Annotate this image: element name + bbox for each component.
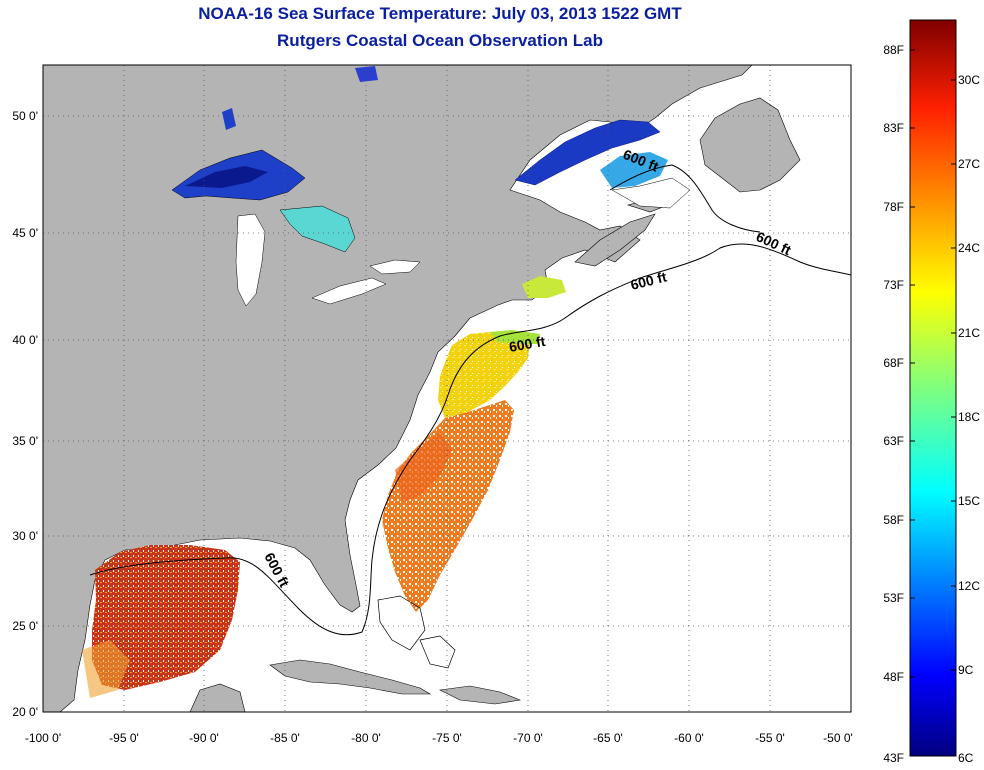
colorbar-c-label: 12C [958, 579, 980, 593]
colorbar-c-label: 15C [958, 494, 980, 508]
lon-tick-label: -75 0' [432, 731, 462, 745]
lon-tick-label: -100 0' [25, 731, 61, 745]
contour-label-4: 600 ft [508, 333, 547, 355]
map-subtitle: Rutgers Coastal Ocean Observation Lab [277, 31, 603, 50]
gulf-of-mexico-sst [92, 545, 240, 690]
colorbar-f-label: 78F [883, 200, 904, 214]
colorbar-c-label: 21C [958, 326, 980, 340]
lat-tick-label: 45 0' [12, 226, 38, 240]
colorbar: 88F 83F 78F 73F 68F 63F 58F 53F 48F 43F … [883, 19, 980, 765]
st-lawrence-sst [514, 119, 661, 186]
colorbar-f-label: 73F [883, 278, 904, 292]
colorbar-c-label: 9C [958, 663, 974, 677]
lat-tick-label: 20 0' [12, 705, 38, 719]
map-title: NOAA-16 Sea Surface Temperature: July 03… [198, 4, 682, 23]
colorbar-f-label: 83F [883, 121, 904, 135]
lon-tick-label: -50 0' [823, 731, 853, 745]
lat-tick-label: 30 0' [12, 529, 38, 543]
gulf-st-lawrence-sst [600, 152, 668, 188]
lon-tick-label: -85 0' [270, 731, 300, 745]
bahamas-banks [377, 595, 456, 669]
600ft-contour-stlawrence [609, 164, 761, 233]
lon-tick-label: -65 0' [593, 731, 623, 745]
lake-ontario [369, 259, 421, 275]
land-cuba [269, 659, 432, 695]
colorbar-f-label: 53F [883, 591, 904, 605]
lon-tick-label: -60 0' [674, 731, 704, 745]
gulf-of-maine-sst [522, 276, 566, 298]
mid-atlantic-green-edge [490, 330, 540, 344]
colorbar-c-label: 30C [958, 73, 980, 87]
colorbar-min-c-label: 6C [958, 751, 974, 765]
lake-superior-shallow [185, 166, 268, 188]
colorbar-f-label: 63F [883, 434, 904, 448]
lon-tick-label: -80 0' [351, 731, 381, 745]
lat-tick-label: 35 0' [12, 434, 38, 448]
colorbar-f-label: 88F [883, 43, 904, 57]
colorbar-f-label: 48F [883, 670, 904, 684]
colorbar-c-label: 27C [958, 157, 980, 171]
mid-atlantic-sst [438, 332, 530, 418]
map-layers [43, 65, 851, 712]
lon-tick-label: -95 0' [109, 731, 139, 745]
lake-hudson-bay-bit [355, 66, 378, 82]
lake-nipigon [222, 108, 236, 130]
colorbar-c-label: 24C [958, 241, 980, 255]
colorbar-f-label: 68F [883, 356, 904, 370]
lake-erie [311, 277, 387, 305]
colorbar-c-label: 18C [958, 410, 980, 424]
longitude-ticks: -100 0' -95 0' -90 0' -85 0' -80 0' -75 … [25, 731, 853, 745]
lat-tick-label: 40 0' [12, 333, 38, 347]
colorbar-f-label: 58F [883, 513, 904, 527]
lat-tick-label: 50 0' [12, 109, 38, 123]
gulf-of-mexico-orange [82, 640, 130, 698]
lake-michigan [235, 213, 266, 307]
colorbar-ticks [910, 49, 956, 678]
600ft-contour-line [89, 243, 851, 636]
lat-tick-label: 25 0' [12, 619, 38, 633]
latitude-ticks: 20 0' 25 0' 30 0' 35 0' 40 0' 45 0' 50 0… [12, 109, 38, 719]
land-nova-scotia [574, 213, 656, 267]
lake-huron [279, 205, 356, 253]
colorbar-min-f-label: 43F [883, 751, 904, 765]
land-newfoundland [699, 97, 801, 193]
colorbar-gradient [909, 19, 957, 757]
lon-tick-label: -55 0' [755, 731, 785, 745]
south-atlantic-darker [395, 432, 452, 502]
st-lawrence-ocean [611, 177, 691, 209]
lon-tick-label: -70 0' [513, 731, 543, 745]
lon-tick-label: -90 0' [189, 731, 219, 745]
plot-frame [42, 64, 852, 713]
land-hispaniola [438, 685, 522, 705]
